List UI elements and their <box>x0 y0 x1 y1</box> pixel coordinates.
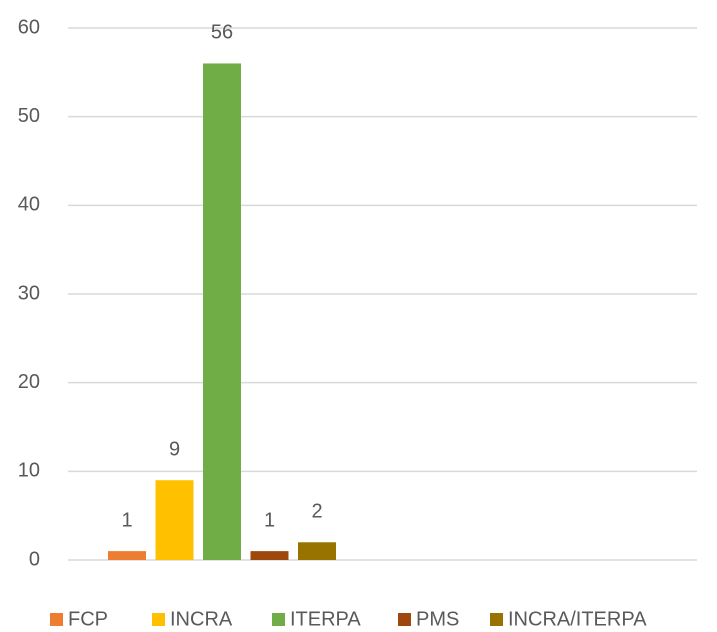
bar <box>108 551 146 560</box>
data-label: 1 <box>264 509 275 531</box>
legend-swatch <box>490 613 503 626</box>
bar <box>155 480 194 560</box>
y-tick-label: 0 <box>29 548 40 570</box>
y-tick-label: 50 <box>18 105 40 127</box>
data-label: 2 <box>311 501 322 523</box>
legend-label: ITERPA <box>290 608 361 630</box>
bar <box>250 551 289 560</box>
legend-label: INCRA/ITERPA <box>508 608 647 630</box>
legend-swatch <box>272 613 285 626</box>
y-tick-label: 40 <box>18 194 40 216</box>
data-label: 9 <box>169 438 180 460</box>
legend-swatch <box>50 613 63 626</box>
bar <box>298 542 336 560</box>
legend-label: PMS <box>416 608 459 630</box>
data-label: 56 <box>211 22 233 44</box>
legend-swatch <box>152 613 165 626</box>
y-tick-label: 60 <box>18 16 40 38</box>
legend-swatch <box>398 613 411 626</box>
y-tick-label: 10 <box>18 460 40 482</box>
legend-label: FCP <box>68 608 108 630</box>
data-label: 1 <box>121 509 132 531</box>
bar <box>203 63 241 560</box>
y-tick-label: 30 <box>18 282 40 304</box>
legend-label: INCRA <box>170 608 233 630</box>
y-tick-label: 20 <box>18 371 40 393</box>
